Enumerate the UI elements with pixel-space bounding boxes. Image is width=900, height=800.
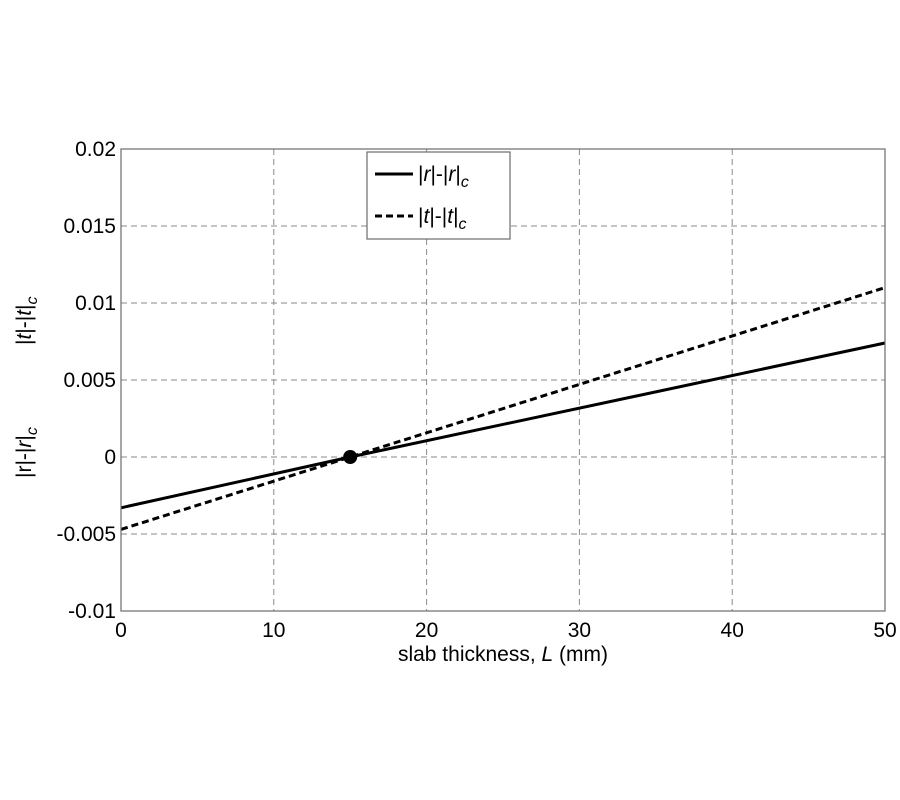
x-tick-label: 0 — [115, 619, 127, 642]
x-tick-label: 40 — [721, 619, 744, 642]
x-axis-label: slab thickness, L (mm) — [398, 643, 608, 666]
intersection-point — [343, 450, 358, 464]
x-tick-label: 30 — [568, 619, 591, 642]
legend-label: |r|-|r|c — [418, 163, 469, 191]
y-tick-label: 0.015 — [63, 215, 116, 238]
y-tick-label: 0.005 — [63, 369, 116, 392]
series-line-t — [120, 286, 886, 531]
legend-box — [366, 151, 511, 240]
y-axis-label-r: |r|-|r|c — [13, 427, 41, 478]
legend-label: |t|-|t|c — [418, 205, 467, 233]
axis-labels: slab thickness, L (mm) |r|-|r|c |t|-|t|c — [13, 296, 608, 666]
series-layer — [120, 286, 886, 531]
x-tick-label: 50 — [873, 619, 896, 642]
y-axis-label-t: |t|-|t|c — [13, 296, 41, 345]
legend: |r|-|r|c |t|-|t|c — [366, 151, 511, 240]
y-tick-label: 0 — [104, 446, 116, 469]
y-tick-label: 0.02 — [75, 138, 116, 161]
y-tick-label: -0.01 — [68, 600, 116, 623]
x-tick-label: 10 — [262, 619, 285, 642]
plot-frame — [120, 148, 886, 612]
series-line-r — [120, 341, 886, 510]
x-tick-label: 20 — [415, 619, 438, 642]
y-tick-label: -0.005 — [56, 523, 116, 546]
y-tick-label: 0.01 — [75, 292, 116, 315]
tick-labels: 0 10 20 30 40 50 -0.01 -0.005 0 0.005 0.01 0.015 0.0… — [56, 138, 896, 642]
